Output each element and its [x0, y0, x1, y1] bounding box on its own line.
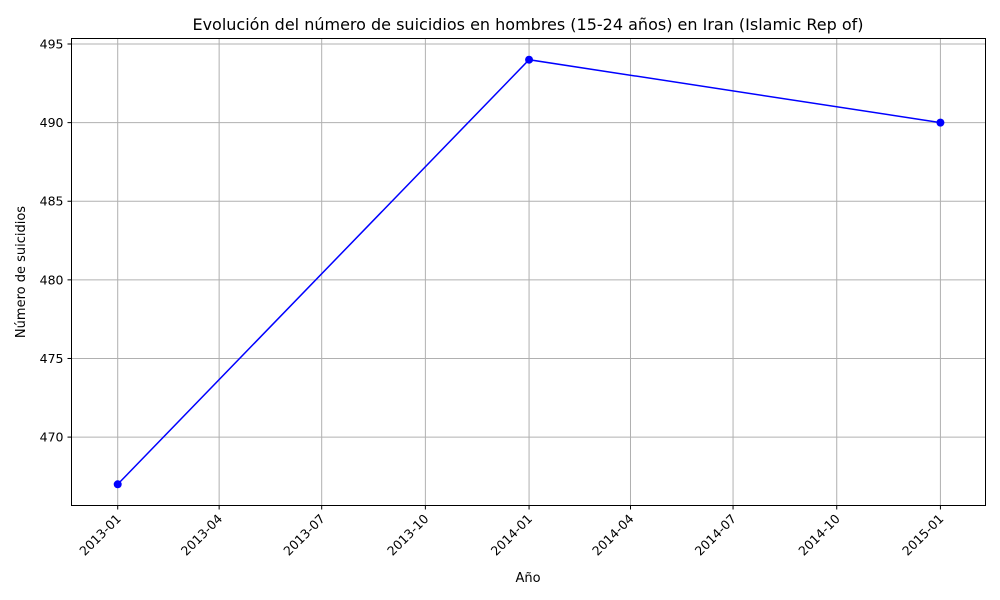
y-tick-label: 490 [40, 115, 64, 130]
data-point [525, 55, 534, 64]
x-tick-label: 2013-04 [178, 511, 226, 559]
x-tick-label: 2014-01 [488, 511, 536, 559]
y-tick-label: 485 [40, 194, 64, 209]
y-tick-label: 495 [40, 37, 64, 52]
x-axis-ticks: 2013-01 2013-04 2013-07 2013-10 2014-01 2014-… [76, 505, 947, 559]
x-tick-label: 2014-07 [692, 511, 740, 559]
x-tick-label: 2014-04 [589, 511, 637, 559]
chart-title: Evolución del número de suicidios en hom… [192, 15, 863, 34]
x-tick-label: 2013-10 [384, 511, 432, 559]
y-tick-label: 480 [40, 272, 64, 287]
x-tick-label: 2015-01 [899, 511, 947, 559]
grid-lines [71, 38, 986, 506]
y-tick-label: 475 [40, 351, 64, 366]
x-axis-label: Año [515, 571, 540, 586]
y-axis-ticks: 470 475 480 485 490 495 [40, 37, 72, 445]
x-tick-label: 2013-01 [76, 511, 124, 559]
x-tick-label: 2013-07 [280, 511, 328, 559]
y-axis-label: Número de suicidios [14, 206, 29, 338]
plot-area-frame [71, 38, 986, 506]
x-tick-label: 2014-10 [795, 511, 843, 559]
data-point [113, 480, 122, 489]
y-tick-label: 470 [40, 430, 64, 445]
data-point [936, 118, 945, 127]
series-markers [113, 55, 945, 489]
